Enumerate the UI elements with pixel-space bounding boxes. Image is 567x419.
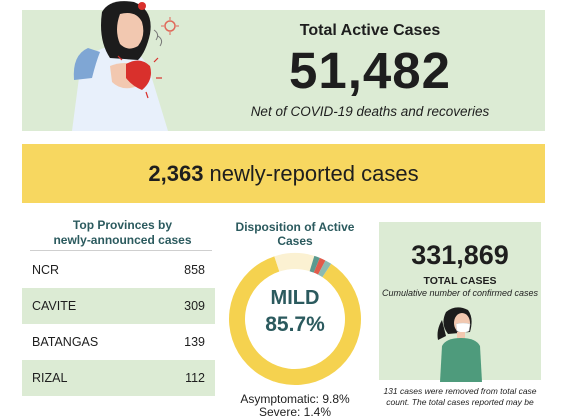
total-active-value: 51,482 [289, 42, 451, 99]
donut-slice-asymptomatic [274, 253, 315, 272]
province-count: 139 [184, 335, 205, 349]
province-row: CAVITE 309 [22, 288, 215, 324]
donut-slice-severe [309, 255, 320, 273]
province-count: 309 [184, 299, 205, 313]
disposition-donut [229, 253, 361, 385]
province-name: NCR [32, 263, 60, 277]
provinces-title-line1: Top Provinces by [72, 218, 173, 232]
total-cases-label: TOTAL CASES [423, 275, 497, 287]
disposition-title: Disposition of Active Cases [235, 220, 355, 248]
new-cases-label: newly-reported cases [209, 160, 419, 186]
sick-woman-illustration [72, 1, 179, 131]
provinces-title-line2: newly-announced cases [53, 233, 192, 247]
new-cases-value: 2,363 [148, 160, 204, 186]
total-active-title: Total Active Cases [299, 22, 441, 39]
province-row: BATANGAS 139 [22, 324, 215, 360]
severe-label: Severe: 1.4% [258, 405, 332, 419]
province-row: NCR 858 [22, 252, 215, 288]
donut-slice-critical [313, 257, 326, 275]
asymptomatic-label: Asymptomatic: 9.8% [240, 392, 350, 406]
provinces-title: Top Provinces by newly-announced cases [30, 218, 215, 248]
province-name: BATANGAS [32, 335, 99, 349]
removed-cases-note: 131 cases were removed from total case c… [383, 386, 537, 407]
donut-center-label: MILD [270, 287, 320, 309]
total-cases-value: 331,869 [411, 240, 509, 270]
provinces-divider [30, 250, 212, 251]
donut-center-value: 85.7% [265, 313, 325, 336]
province-count: 112 [185, 371, 205, 385]
donut-slice-other [318, 260, 332, 278]
total-cases-subtitle: Cumulative number of confirmed cases [381, 288, 539, 298]
province-name: CAVITE [32, 299, 77, 313]
masked-person-illustration [437, 307, 482, 382]
province-row: RIZAL 112 [22, 360, 215, 396]
new-cases-band: 2,363 newly-reported cases [22, 144, 545, 203]
province-count: 858 [184, 263, 205, 277]
province-name: RIZAL [32, 371, 68, 385]
total-active-note: Net of COVID-19 deaths and recoveries [250, 104, 490, 119]
